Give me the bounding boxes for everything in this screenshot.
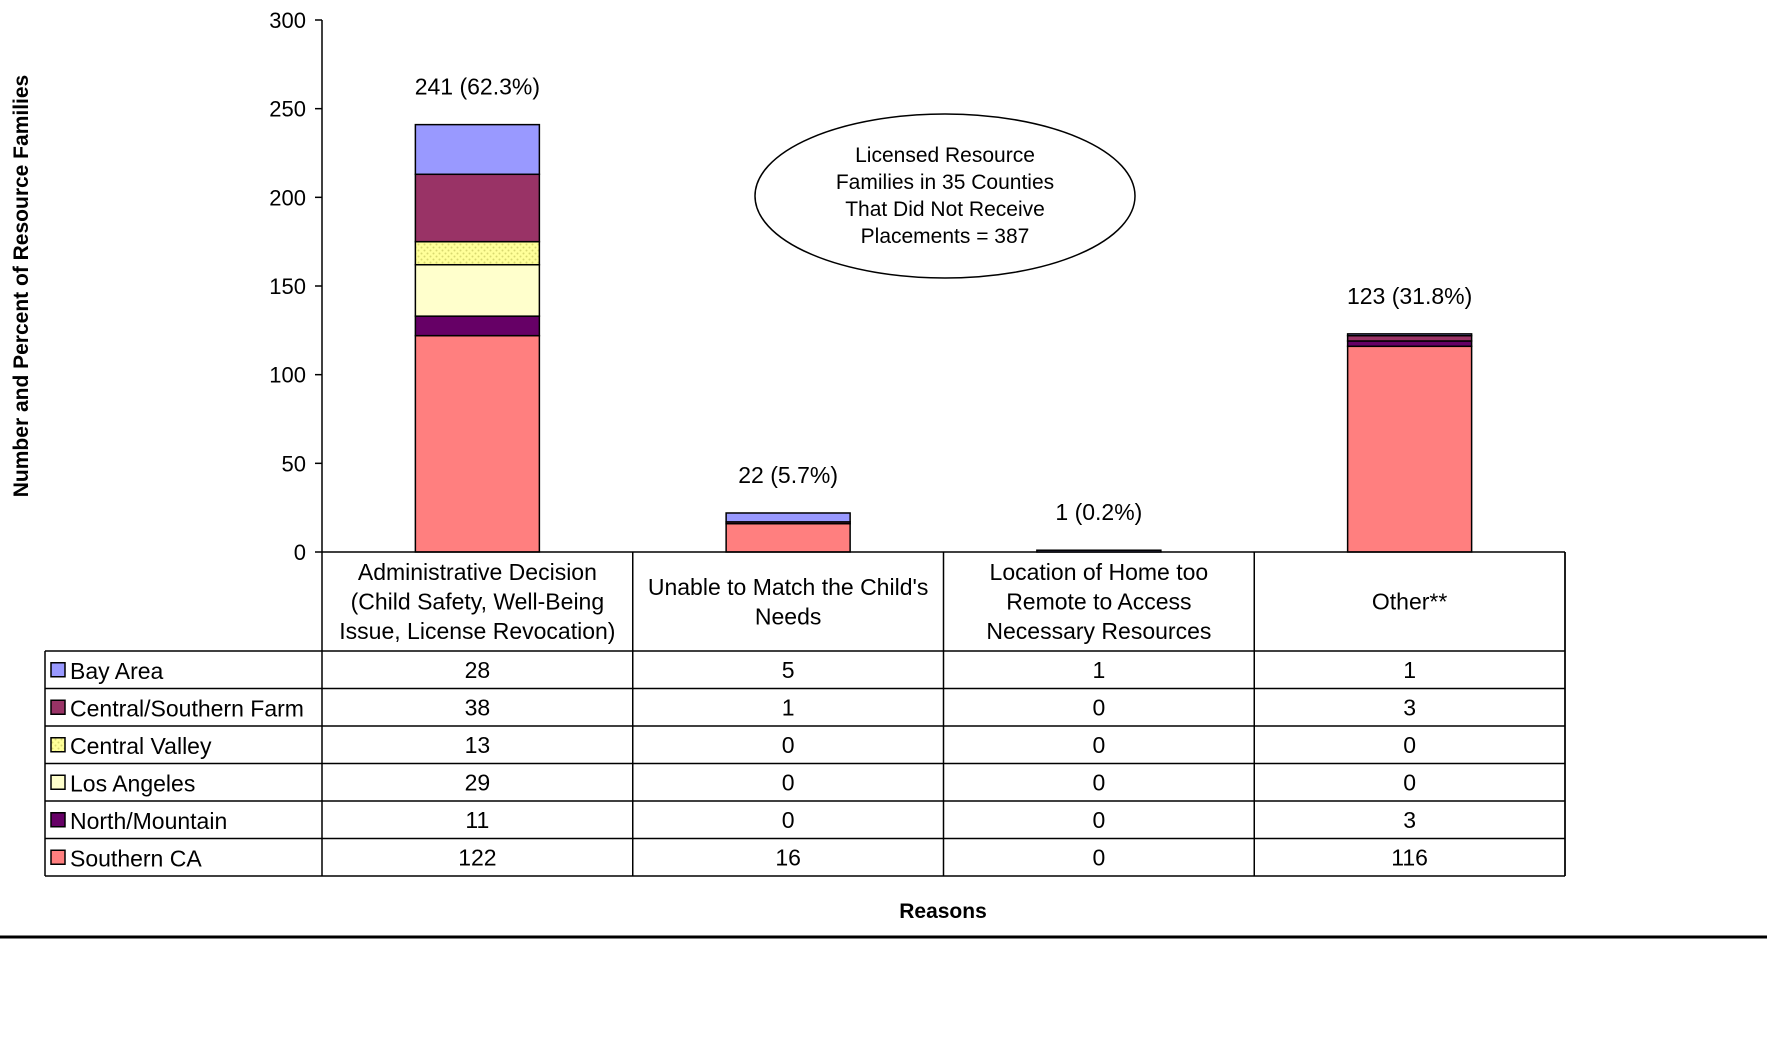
callout-line-3: That Did Not Receive xyxy=(845,198,1045,221)
table-value: 16 xyxy=(775,844,801,870)
category-label: Needs xyxy=(755,603,821,629)
bar-segment xyxy=(725,512,851,523)
bar-segment xyxy=(414,173,541,243)
table-value: 0 xyxy=(782,769,795,795)
table-value: 3 xyxy=(1403,694,1416,720)
y-tick-label: 300 xyxy=(269,8,306,33)
table-value: 0 xyxy=(782,807,795,833)
bar-segment xyxy=(1346,333,1473,337)
legend-key xyxy=(50,774,66,790)
y-tick-label: 0 xyxy=(294,540,306,565)
category-label: (Child Safety, Well-Being xyxy=(351,589,605,615)
y-axis-title: Number and Percent of Resource Families xyxy=(10,75,33,497)
table-value: 0 xyxy=(1403,732,1416,758)
table-value: 11 xyxy=(465,807,489,833)
category-label: Necessary Resources xyxy=(986,618,1211,644)
table-value: 122 xyxy=(458,844,496,870)
bars xyxy=(414,123,1473,553)
y-tick-label: 200 xyxy=(269,185,306,210)
category-label: Issue, License Revocation) xyxy=(339,618,615,644)
callout-line-1: Licensed Resource xyxy=(855,144,1035,167)
table-value: 1 xyxy=(1092,657,1105,683)
series-name: Central Valley xyxy=(70,733,212,759)
table-value: 1 xyxy=(782,694,795,720)
table-value: 0 xyxy=(782,732,795,758)
bar-segment xyxy=(414,334,541,553)
table-value: 0 xyxy=(1092,732,1105,758)
total-label: 241 (62.3%) xyxy=(415,74,540,100)
bar-segment xyxy=(1346,340,1473,348)
category-label: Administrative Decision xyxy=(358,559,597,585)
y-tick-label: 50 xyxy=(282,451,306,476)
bar-segment xyxy=(414,315,541,337)
total-label: 1 (0.2%) xyxy=(1055,499,1142,525)
legend-key xyxy=(50,662,66,678)
legend-key xyxy=(50,737,66,753)
category-label: Other** xyxy=(1372,589,1447,615)
y-tick-label: 250 xyxy=(269,97,306,122)
legend-key xyxy=(50,812,66,828)
total-label: 22 (5.7%) xyxy=(738,462,838,488)
table-value: 0 xyxy=(1092,694,1105,720)
callout-line-4: Placements = 387 xyxy=(861,225,1030,248)
data-table: Administrative Decision (Child Safety, We… xyxy=(44,551,1566,877)
table-value: 29 xyxy=(465,769,491,795)
callout-line-2: Families in 35 Counties xyxy=(836,171,1054,194)
x-axis-title: Reasons xyxy=(899,900,987,923)
table-value: 0 xyxy=(1092,769,1105,795)
bar-segment xyxy=(414,263,541,317)
series-name: Central/Southern Farm xyxy=(70,695,304,721)
category-label: Unable to Match the Child's xyxy=(648,574,929,600)
table-value: 28 xyxy=(465,657,491,683)
y-tick-label: 100 xyxy=(269,363,306,388)
total-label: 123 (31.8%) xyxy=(1347,283,1472,309)
bar-segment xyxy=(414,123,541,176)
category-label: Remote to Access xyxy=(1006,589,1191,615)
series-name: Los Angeles xyxy=(70,770,195,796)
table-value: 1 xyxy=(1403,657,1416,683)
total-labels: 241 (62.3%) 22 (5.7%) 1 (0.2%) 123 (31.8%) xyxy=(415,74,1473,526)
table-value: 116 xyxy=(1391,844,1428,870)
bar-segment xyxy=(1346,345,1473,553)
callout-ellipse xyxy=(754,113,1136,279)
table-value: 0 xyxy=(1092,844,1105,870)
table-value: 13 xyxy=(465,732,491,758)
table-value: 3 xyxy=(1403,807,1416,833)
series-name: Bay Area xyxy=(70,658,164,684)
bar-segment xyxy=(725,522,851,553)
table-value: 0 xyxy=(1403,769,1416,795)
callout: Licensed Resource Families in 35 Countie… xyxy=(754,113,1136,279)
bar-segment xyxy=(1346,334,1473,342)
table-value: 5 xyxy=(782,657,795,683)
table-value: 38 xyxy=(465,694,491,720)
series-name: North/Mountain xyxy=(70,808,227,834)
y-axis: 0 50 100 150 200 250 300 xyxy=(269,8,323,565)
table-value: 0 xyxy=(1092,807,1105,833)
legend-key xyxy=(50,699,66,715)
bar-segment xyxy=(414,240,541,266)
category-label: Location of Home too xyxy=(990,559,1209,585)
y-tick-label: 150 xyxy=(269,274,306,299)
series-name: Southern CA xyxy=(70,845,202,871)
legend-key xyxy=(50,849,66,865)
